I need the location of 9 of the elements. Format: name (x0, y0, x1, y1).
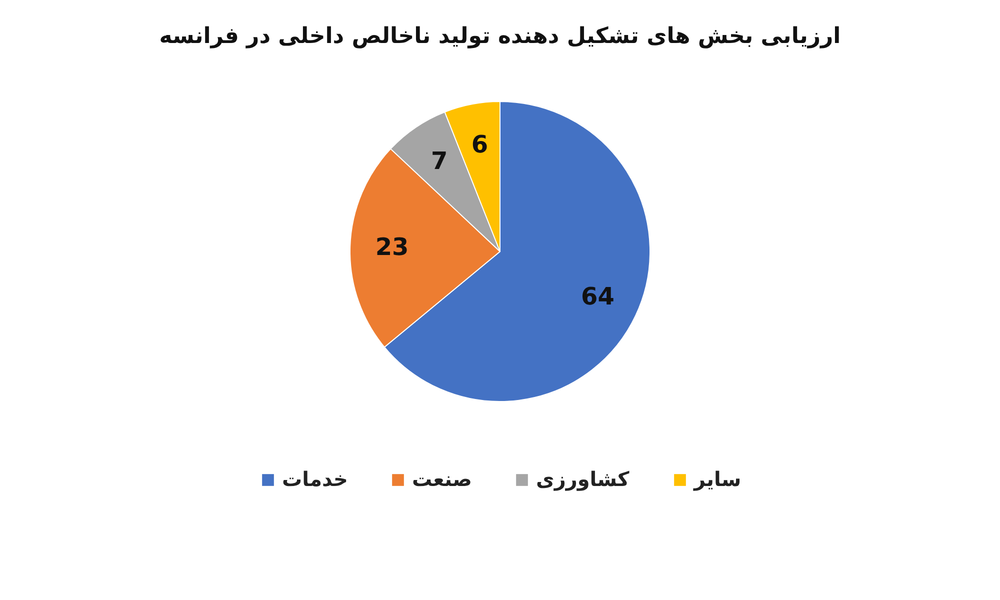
legend-label: کشاورزی (536, 467, 630, 491)
legend-label: خدمات (282, 467, 348, 491)
chart-title: ارزیابی بخش های تشکیل دهنده تولید ناخالص داخلی در فرانسه (159, 24, 841, 49)
data-label: 7 (430, 147, 448, 176)
legend-label: صنعت (412, 467, 472, 491)
data-label: 23 (375, 233, 409, 262)
data-label: 6 (471, 130, 488, 158)
legend-label: سایر (693, 467, 742, 491)
data-label: 64 (581, 282, 614, 310)
